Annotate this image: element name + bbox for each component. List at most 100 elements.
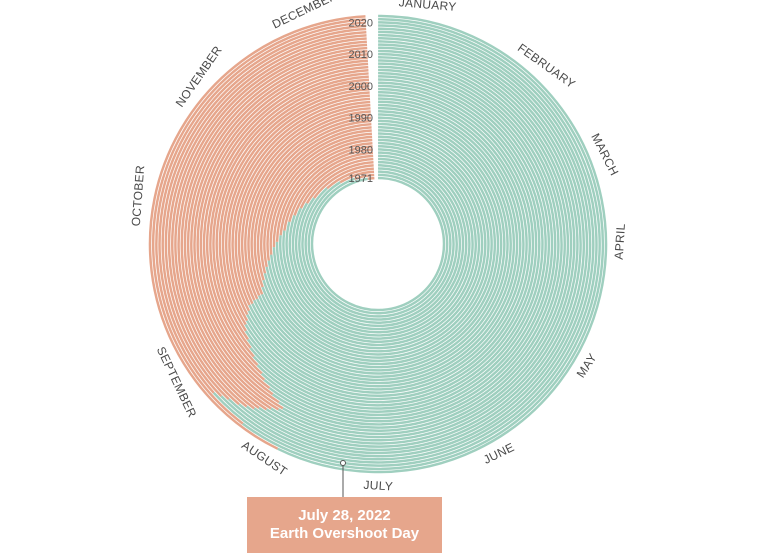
year-ring-budget-2007 [268,62,560,426]
overshoot-day-callout: July 28, 2022 Earth Overshoot Day [247,497,442,553]
year-ring-budget-2019 [220,24,598,464]
month-label-july: JULY [363,478,393,494]
year-ring-overshoot-2004 [205,72,369,366]
year-ring-budget-2000 [244,84,538,404]
year-ring-overshoot-2014 [174,40,367,409]
year-ring-overshoot-2012 [180,46,368,410]
year-ring-budget-1985 [267,132,490,356]
year-ring-overshoot-2010 [186,53,368,410]
year-ring-budget-2016 [245,33,589,455]
year-ring-overshoot-2019 [158,24,367,398]
year-ring-budget-2012 [270,46,576,442]
year-ring-budget-2011 [277,49,573,439]
year-tick-1971: 1971 [349,173,373,185]
year-ring-overshoot-1993 [240,107,371,301]
year-ring-overshoot-2020 [155,21,366,394]
year-ring-overshoot-2000 [218,84,370,332]
year-ring-overshoot-2009 [190,56,368,404]
year-ring-overshoot-1994 [237,103,371,305]
year-ring-budget-1996 [247,97,525,391]
month-label-january: JANUARY [398,0,457,14]
year-tick-2000: 2000 [349,81,373,93]
year-ring-budget-2013 [265,43,579,445]
year-ring-budget-2017 [238,30,592,458]
year-ring-budget-1995 [248,100,522,388]
year-ring-budget-2022 [277,14,608,474]
year-ring-overshoot-2016 [167,34,367,408]
year-ring-overshoot-2008 [193,59,368,396]
year-ring-budget-1988 [262,122,500,366]
year-ring-overshoot-2001 [215,81,370,341]
year-ring-overshoot-1991 [247,113,371,296]
year-ring-overshoot-2021 [151,18,366,425]
year-ring-overshoot-1976 [305,161,374,204]
year-ring-budget-2008 [271,59,563,429]
year-ring-budget-2003 [252,75,547,413]
year-ring-overshoot-1977 [299,157,374,209]
year-tick-2010: 2010 [349,49,373,61]
year-ring-overshoot-1981 [279,145,373,236]
year-ring-budget-1998 [245,91,531,397]
year-ring-overshoot-1983 [272,138,373,248]
year-ring-budget-2021 [241,17,605,471]
year-ring-overshoot-1974 [326,167,374,190]
year-ring-budget-1993 [253,106,516,382]
year-ring-overshoot-2013 [177,43,368,411]
year-tick-1980: 1980 [349,144,373,156]
year-ring-overshoot-2006 [199,65,369,381]
year-ring-overshoot-2022 [148,15,366,450]
year-ring-overshoot-1988 [256,122,372,281]
year-ring-overshoot-1992 [244,110,371,300]
year-rings [148,14,608,474]
year-ring-overshoot-1995 [234,100,371,306]
year-ring-overshoot-1990 [250,116,372,295]
year-ring-budget-2009 [278,56,566,432]
year-ring-budget-1991 [258,113,509,375]
year-ring-budget-1974 [301,167,455,321]
year-ring-overshoot-1982 [275,141,373,242]
year-ring-budget-2001 [246,81,541,407]
year-ring-overshoot-2007 [196,62,369,390]
callout-date: July 28, 2022 [298,507,391,524]
year-ring-budget-2014 [258,40,582,448]
callout-title: Earth Overshoot Day [269,525,420,542]
year-ring-overshoot-1989 [253,119,372,288]
year-ring-overshoot-1978 [293,154,374,216]
year-ring-overshoot-2002 [212,78,370,349]
year-ring-budget-1973 [304,170,452,318]
year-tick-2020: 2020 [349,17,373,29]
year-ring-budget-1975 [298,164,458,324]
year-ring-budget-1990 [260,116,506,372]
year-ring-overshoot-1997 [228,94,370,316]
year-ring-overshoot-2015 [171,37,367,410]
year-ring-budget-2005 [260,68,554,420]
year-ring-budget-1984 [269,135,487,353]
year-ring-overshoot-1973 [339,170,375,184]
year-ring-overshoot-1985 [266,132,372,261]
year-ring-budget-1986 [265,129,493,359]
year-ring-overshoot-1975 [313,164,374,199]
year-ring-budget-1987 [263,125,497,363]
year-ring-overshoot-2005 [202,69,369,375]
year-ring-budget-1981 [278,145,477,343]
year-ring-overshoot-1986 [263,129,372,268]
year-ring-budget-2015 [253,37,585,451]
year-ring-budget-1983 [272,138,484,350]
year-ring-overshoot-1999 [221,88,370,326]
year-ring-overshoot-1998 [224,91,370,322]
year-ring-budget-1999 [244,87,535,401]
year-tick-1990: 1990 [349,113,373,125]
year-ring-budget-1982 [275,141,481,347]
year-ring-overshoot-1971 [367,176,375,181]
month-label-february: FEBRUARY [515,41,578,92]
year-ring-overshoot-1987 [259,126,372,274]
year-ring-budget-2006 [263,65,557,423]
year-ring-budget-1992 [256,110,512,378]
month-label-october: OCTOBER [129,165,147,227]
year-ring-budget-2018 [227,27,595,461]
year-ring-budget-2004 [256,71,551,417]
year-ring-overshoot-2018 [161,27,367,401]
year-ring-budget-1994 [251,103,519,385]
year-ring-overshoot-2011 [183,49,368,411]
